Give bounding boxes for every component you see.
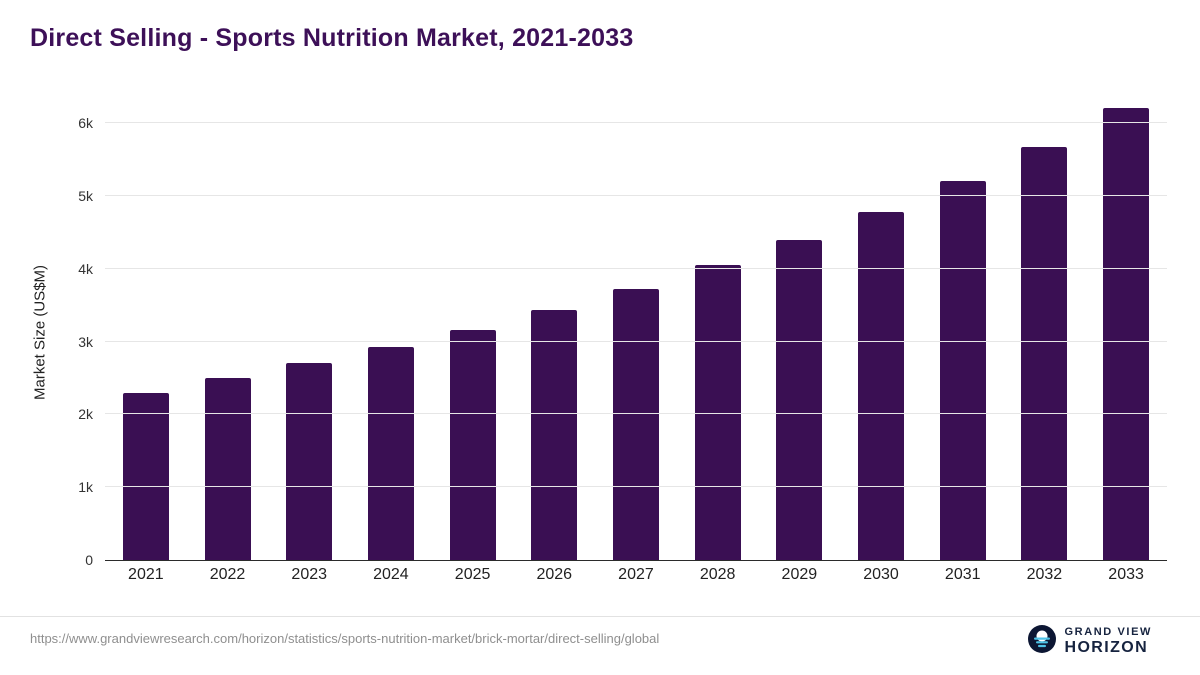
bar-2022 bbox=[204, 378, 251, 560]
bar-slot-2033 bbox=[1085, 105, 1167, 560]
x-tick-label-2022: 2022 bbox=[209, 566, 246, 583]
brand-logo: GRAND VIEW HORIZON bbox=[1027, 624, 1153, 659]
bar-2028 bbox=[694, 265, 741, 560]
bar-2023 bbox=[286, 363, 333, 560]
x-tick-label-2033: 2033 bbox=[1108, 566, 1144, 583]
y-tick-label-5k: 5k bbox=[78, 188, 93, 204]
bar-2029 bbox=[776, 240, 823, 560]
x-tick-label-2023: 2023 bbox=[291, 566, 328, 583]
x-tick-label-2029: 2029 bbox=[781, 566, 818, 583]
bar-slot-2027 bbox=[595, 105, 677, 560]
x-tick-label-2026: 2026 bbox=[536, 566, 573, 583]
gridline-6k bbox=[105, 122, 1167, 124]
x-tick-label-2031: 2031 bbox=[944, 566, 981, 583]
bar-slot-2028 bbox=[677, 105, 759, 560]
x-tick-label-2028: 2028 bbox=[699, 566, 736, 583]
logo-text-bottom: HORIZON bbox=[1064, 638, 1149, 656]
bar-2030 bbox=[858, 212, 905, 560]
bar-slot-2024 bbox=[350, 105, 432, 560]
bar-2021 bbox=[122, 392, 169, 560]
x-tick-label-2032: 2032 bbox=[1026, 566, 1063, 583]
logo-text-top: GRAND VIEW bbox=[1064, 625, 1152, 638]
bar-slot-2030 bbox=[840, 105, 922, 560]
y-tick-label-6k: 6k bbox=[78, 115, 93, 132]
plot-area bbox=[105, 105, 1167, 561]
bars bbox=[105, 105, 1167, 560]
x-tick-label-2021: 2021 bbox=[128, 566, 164, 583]
logo-text: GRAND VIEW HORIZON bbox=[1065, 626, 1153, 658]
bar-2027 bbox=[612, 289, 659, 560]
bar-slot-2026 bbox=[513, 105, 595, 560]
x-tick-label-2025: 2025 bbox=[454, 566, 491, 583]
bar-slot-2025 bbox=[432, 105, 514, 560]
bar-slot-2023 bbox=[268, 105, 350, 560]
bar-slot-2021 bbox=[105, 105, 187, 560]
x-tick-label-2030: 2030 bbox=[863, 566, 899, 583]
page-title: Direct Selling - Sports Nutrition Market… bbox=[30, 24, 634, 52]
y-tick-label-2k: 2k bbox=[78, 406, 93, 423]
horizon-logo-icon bbox=[1027, 624, 1057, 659]
y-axis-title: Market Size (US$M) bbox=[31, 264, 49, 401]
gridline-5k bbox=[105, 195, 1167, 196]
y-tick-label-1k: 1k bbox=[78, 479, 93, 496]
bar-slot-2032 bbox=[1004, 105, 1086, 560]
bar-2033 bbox=[1103, 107, 1150, 560]
y-axis: 0 1k 2k 3k 4k 5k 6k bbox=[55, 105, 93, 567]
footer-divider bbox=[0, 616, 1200, 617]
bar-slot-2029 bbox=[759, 105, 841, 560]
x-tick-label-2027: 2027 bbox=[618, 566, 654, 583]
y-tick-label-3k: 3k bbox=[78, 333, 93, 350]
gridline-4k bbox=[105, 267, 1167, 269]
gridline-1k bbox=[105, 486, 1167, 488]
bar-2031 bbox=[939, 180, 986, 560]
source-url: https://www.grandviewresearch.com/horizo… bbox=[30, 631, 660, 646]
y-tick-label-4k: 4k bbox=[78, 260, 93, 277]
bar-slot-2031 bbox=[922, 105, 1004, 560]
x-axis: 2021 2022 2023 2024 2025 2026 2027 2028 2029 2030… bbox=[105, 566, 1167, 584]
gridline-2k bbox=[105, 413, 1167, 415]
gridline-3k bbox=[105, 340, 1167, 342]
bar-slot-2022 bbox=[187, 105, 269, 560]
bar-2026 bbox=[531, 310, 578, 560]
bar-2024 bbox=[367, 346, 414, 560]
x-tick-label-2024: 2024 bbox=[373, 566, 409, 583]
bar-2032 bbox=[1021, 146, 1068, 560]
y-tick-label-0: 0 bbox=[85, 552, 93, 568]
bar-2025 bbox=[449, 329, 496, 560]
